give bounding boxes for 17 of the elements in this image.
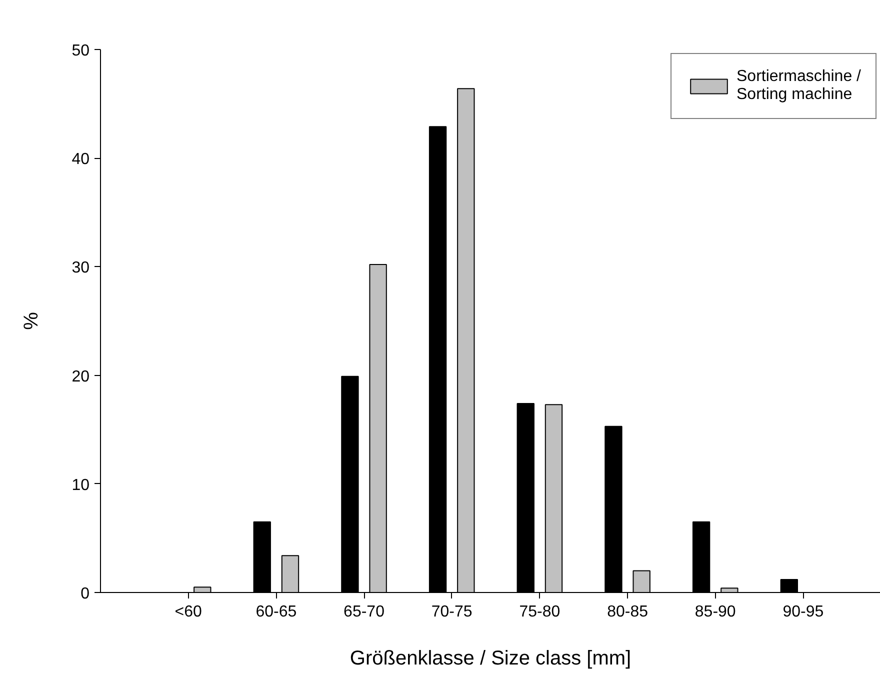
x-tick-label: 90-95 bbox=[782, 604, 824, 620]
x-tick-label: 80-85 bbox=[607, 604, 648, 620]
x-tick-label: <60 bbox=[174, 604, 202, 620]
x-tick-label: 85-90 bbox=[694, 604, 736, 620]
y-tick-label: 30 bbox=[72, 260, 90, 277]
x-axis-title: Größenklasse / Size class [mm] bbox=[350, 648, 632, 670]
y-tick-label: 20 bbox=[72, 368, 90, 386]
y-tick-label: 10 bbox=[72, 476, 90, 494]
x-tick-label: 60-65 bbox=[256, 604, 297, 620]
x-tick-label: 65-70 bbox=[344, 604, 385, 620]
legend-label: Sortiermaschine / Sorting machine bbox=[736, 68, 861, 104]
x-tick-label: 70-75 bbox=[431, 604, 472, 620]
y-axis-title: % bbox=[20, 312, 43, 330]
x-tick-label: 75-80 bbox=[519, 604, 560, 620]
y-tick-label: 0 bbox=[80, 586, 90, 602]
y-tick-label: 50 bbox=[72, 42, 90, 60]
y-tick-label: 40 bbox=[72, 151, 90, 168]
